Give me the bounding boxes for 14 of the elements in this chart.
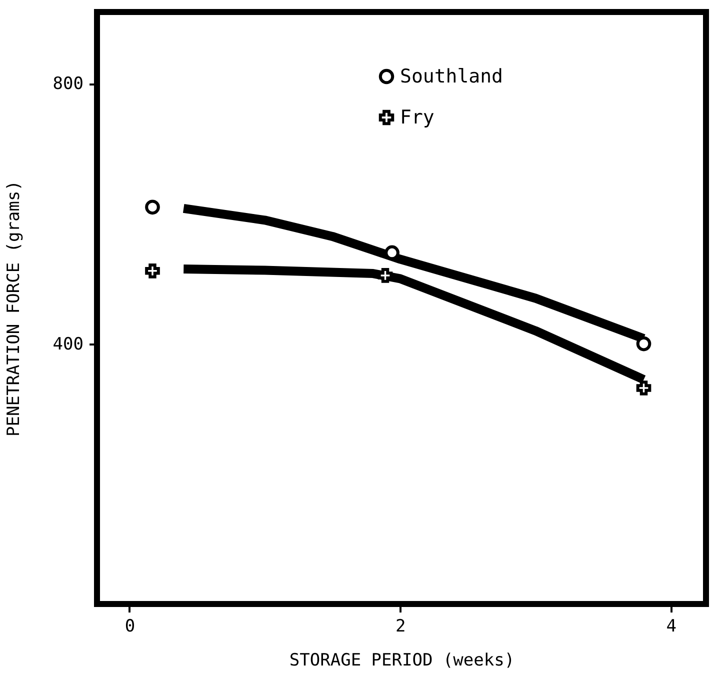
x-tick-label: 2 [396,616,406,636]
point [145,200,160,215]
point [636,380,652,396]
y-tick-label: 800 [52,74,84,94]
x-axis-title: STORAGE PERIOD (weeks) [289,650,515,670]
legend-label: Fry [400,106,434,128]
legend-label: Southland [400,66,503,88]
point [145,264,160,278]
point [378,268,393,283]
y-tick-label: 400 [52,334,84,354]
x-tick-label: 0 [124,616,136,636]
x-tick-label: 4 [666,616,676,636]
y-axis-title: PENETRATION FORCE (grams) [4,180,24,436]
point [636,336,652,352]
